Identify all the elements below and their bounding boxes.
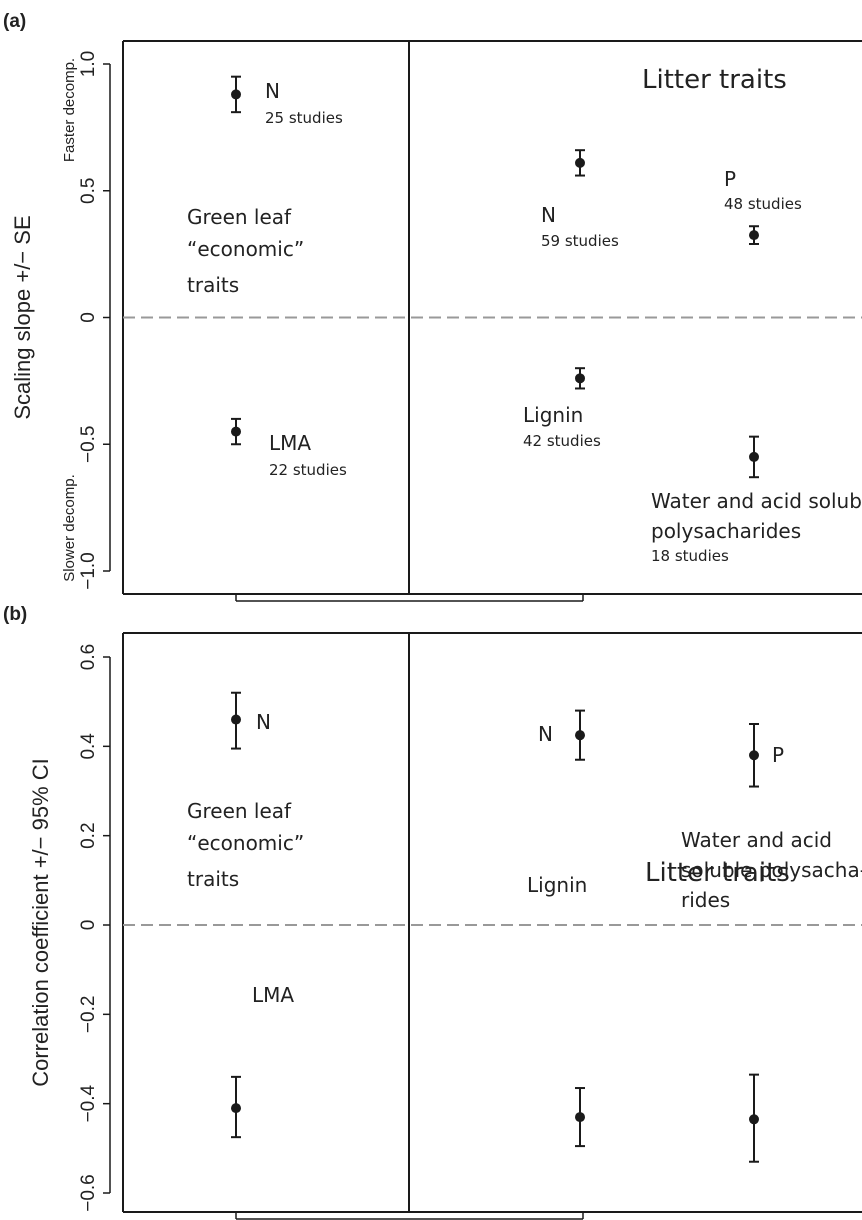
y-tick-label: −0.5 bbox=[78, 425, 99, 463]
y-tick-label: 0.6 bbox=[78, 644, 99, 670]
group-label-green-leaf: traits bbox=[187, 273, 239, 297]
panel-label: (b) bbox=[3, 604, 27, 625]
point-label: LMA bbox=[252, 983, 294, 1007]
point-label: N bbox=[256, 710, 271, 734]
data-point bbox=[749, 451, 759, 462]
panel-label: (a) bbox=[3, 11, 26, 32]
y-tick-label: 0.2 bbox=[78, 822, 99, 848]
point-label: N bbox=[541, 203, 556, 227]
data-point bbox=[575, 373, 585, 384]
y-tick-label: −0.6 bbox=[78, 1174, 99, 1212]
point-label: P bbox=[724, 167, 736, 191]
data-point bbox=[749, 750, 759, 761]
data-point bbox=[231, 426, 241, 437]
group-label-green-leaf: Green leaf bbox=[187, 205, 292, 229]
point-label: rides bbox=[681, 888, 730, 912]
point-label: 42 studies bbox=[523, 432, 601, 450]
group-label-green-leaf: “economic” bbox=[187, 237, 304, 261]
data-point bbox=[575, 157, 585, 168]
point-label: Water and acid bbox=[681, 828, 832, 852]
point-label: N bbox=[538, 722, 553, 746]
point-label: N bbox=[265, 79, 280, 103]
y-tick-label: −0.2 bbox=[78, 996, 99, 1034]
point-label: soluble polysacha- bbox=[681, 858, 862, 882]
y-tick-label: 0 bbox=[78, 920, 99, 931]
data-point bbox=[231, 89, 241, 100]
panel-b: (b) 0.6 0.4 0.2 0 −0.2 −0.4 −0.6 Correlation coe… bbox=[3, 604, 862, 1220]
group-label-green-leaf: Green leaf bbox=[187, 799, 292, 823]
y-tick-label: 0.4 bbox=[78, 733, 99, 760]
data-point bbox=[575, 730, 585, 741]
point-label: 22 studies bbox=[269, 461, 347, 479]
data-point bbox=[575, 1112, 585, 1123]
side-label-top: Faster decomp. bbox=[61, 58, 78, 162]
point-label: Lignin bbox=[527, 873, 587, 897]
point-label: Lignin bbox=[523, 403, 583, 427]
data-point bbox=[749, 1114, 759, 1125]
point-label: LMA bbox=[269, 431, 311, 455]
y-axis-label: Scaling slope +/− SE bbox=[10, 215, 35, 419]
point-label: polysacharides bbox=[651, 519, 801, 543]
point-label: 25 studies bbox=[265, 109, 343, 127]
group-label-litter: Litter traits bbox=[645, 858, 790, 888]
point-label: 48 studies bbox=[724, 195, 802, 213]
y-tick-label: −0.4 bbox=[78, 1084, 99, 1122]
y-tick-label: 1.0 bbox=[78, 51, 99, 77]
data-point bbox=[231, 1103, 241, 1114]
y-tick-label: 0.5 bbox=[78, 178, 99, 204]
point-label: P bbox=[772, 743, 784, 767]
point-label: 59 studies bbox=[541, 232, 619, 250]
side-label-bottom: Slower decomp. bbox=[61, 474, 78, 582]
data-point bbox=[231, 714, 241, 725]
y-axis-label: Correlation coefficient +/− 95% CI bbox=[28, 758, 53, 1087]
point-label: 18 studies bbox=[651, 547, 729, 565]
data-point bbox=[749, 230, 759, 241]
panel-a: (a) 1.0 0.5 0 −0.5 −1.0 Scaling slope +/− SE Fa… bbox=[3, 11, 862, 602]
y-tick-label: −1.0 bbox=[78, 552, 99, 590]
group-label-green-leaf: traits bbox=[187, 867, 239, 891]
group-label-green-leaf: “economic” bbox=[187, 831, 304, 855]
point-label: Water and acid soluble bbox=[651, 489, 862, 513]
group-label-litter: Litter traits bbox=[642, 65, 787, 95]
y-tick-label: 0 bbox=[78, 312, 99, 323]
